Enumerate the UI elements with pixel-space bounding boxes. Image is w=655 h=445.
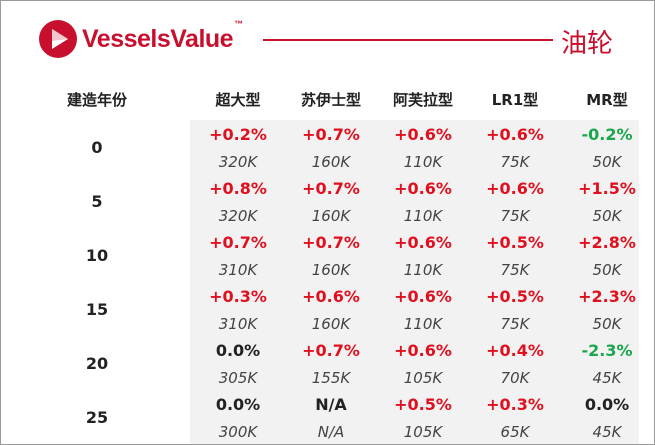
vessel-value-cell: 75K (500, 261, 530, 279)
vessel-value-cell: 50K (592, 261, 622, 279)
build-age-cell: 5 (91, 192, 103, 211)
pct-change-cell: +0.5% (394, 395, 452, 414)
page-title: 油轮 (561, 29, 614, 59)
vessel-value-cell: 45K (592, 423, 622, 441)
vessel-value-cell: 320K (218, 207, 258, 225)
vessel-value-cell: 160K (311, 315, 351, 333)
vessel-value-cell: 160K (311, 153, 351, 171)
vessel-value-cell: 70K (500, 369, 530, 387)
vessel-value-cell: N/A (317, 423, 345, 441)
build-age-cell: 15 (85, 300, 109, 319)
column-header: MR型 (586, 91, 628, 109)
vessel-value-cell: 75K (500, 153, 530, 171)
vessel-value-cell: 105K (403, 369, 443, 387)
build-age-cell: 10 (85, 246, 109, 265)
vessel-value-cell: 110K (403, 207, 443, 225)
pct-change-cell: +0.7% (302, 341, 360, 360)
pct-change-cell: +1.5% (578, 179, 636, 198)
vessel-value-cell: 75K (500, 315, 530, 333)
column-header: 建造年份 (66, 91, 127, 109)
values-grid-background (190, 120, 639, 444)
vessel-value-cell: 300K (218, 423, 258, 441)
pct-change-cell: 0.0% (215, 341, 261, 360)
pct-change-cell: +0.4% (486, 341, 544, 360)
vessel-value-cell: 50K (592, 207, 622, 225)
vessel-value-cell: 110K (403, 261, 443, 279)
vessel-value-cell: 105K (403, 423, 443, 441)
pct-change-cell: +0.6% (394, 233, 452, 252)
pct-change-cell: 0.0% (584, 395, 630, 414)
pct-change-cell: +0.8% (209, 179, 267, 198)
pct-change-cell: +0.7% (302, 125, 360, 144)
vessel-value-cell: 110K (403, 315, 443, 333)
title-divider (263, 39, 553, 41)
vessel-value-cell: 310K (218, 315, 258, 333)
column-header: 阿芙拉型 (392, 91, 453, 109)
pct-change-cell: 0.0% (215, 395, 261, 414)
pct-change-cell: +0.7% (209, 233, 267, 252)
vessel-value-cell: 160K (311, 261, 351, 279)
pct-change-cell: N/A (315, 395, 347, 414)
pct-change-cell: +0.6% (394, 179, 452, 198)
build-age-cell: 25 (85, 408, 109, 427)
pct-change-cell: +0.6% (486, 125, 544, 144)
pct-change-cell: +0.6% (486, 179, 544, 198)
vessel-value-cell: 45K (592, 369, 622, 387)
pct-change-cell: +0.6% (394, 287, 452, 306)
pct-change-cell: +0.6% (302, 287, 360, 306)
vessel-value-cell: 160K (311, 207, 351, 225)
pct-change-cell: +0.5% (486, 287, 544, 306)
vesselsvalue-logo: VesselsValue™ (39, 18, 243, 58)
pct-change-cell: +2.8% (578, 233, 636, 252)
pct-change-cell: -0.2% (581, 125, 633, 144)
vessel-value-cell: 65K (500, 423, 530, 441)
pct-change-cell: +0.3% (486, 395, 544, 414)
pct-change-cell: +0.5% (486, 233, 544, 252)
column-header: LR1型 (491, 91, 539, 109)
build-age-cell: 20 (85, 354, 109, 373)
pct-change-cell: +0.6% (394, 341, 452, 360)
pct-change-cell: +0.2% (209, 125, 267, 144)
vessel-value-cell: 75K (500, 207, 530, 225)
vessel-value-cell: 155K (311, 369, 351, 387)
logo-mark-icon (39, 20, 77, 58)
vessel-value-cell: 50K (592, 315, 622, 333)
column-header: 苏伊士型 (300, 91, 361, 109)
pct-change-cell: +0.7% (302, 179, 360, 198)
pct-change-cell: +0.3% (209, 287, 267, 306)
vessel-value-cell: 110K (403, 153, 443, 171)
pct-change-cell: +0.7% (302, 233, 360, 252)
vessel-value-cell: 305K (218, 369, 258, 387)
brand-name: VesselsValue™ (82, 18, 243, 53)
pct-change-cell: +2.3% (578, 287, 636, 306)
build-age-cell: 0 (91, 138, 103, 157)
vessel-value-cell: 310K (218, 261, 258, 279)
vessel-value-cell: 50K (592, 153, 622, 171)
vessel-value-cell: 320K (218, 153, 258, 171)
pct-change-cell: -2.3% (581, 341, 633, 360)
column-header: 超大型 (215, 91, 261, 109)
pct-change-cell: +0.6% (394, 125, 452, 144)
